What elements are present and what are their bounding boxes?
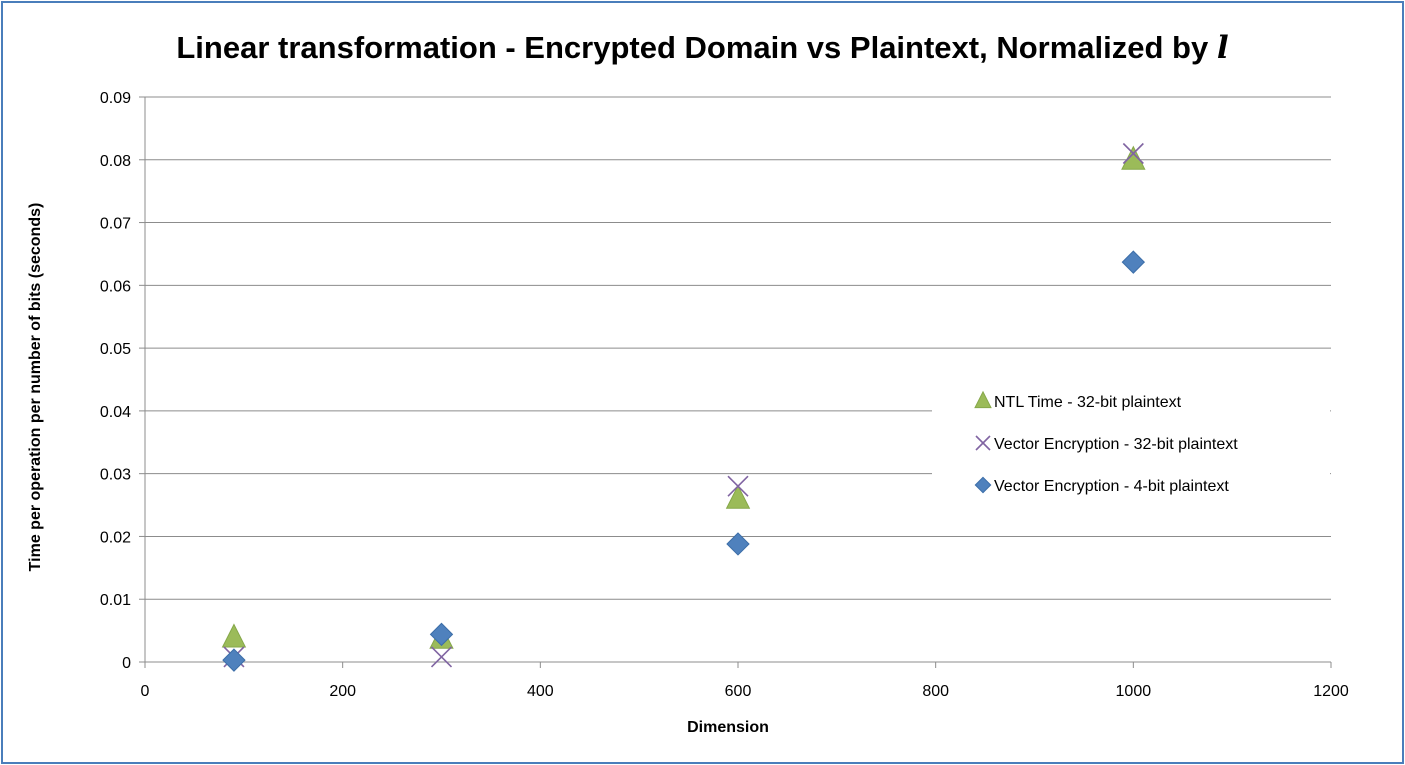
legend: NTL Time - 32-bit plaintext Vector Encryp… bbox=[932, 380, 1330, 506]
x-marker-stroke bbox=[975, 435, 991, 451]
x-tick-labels: 0 200 400 600 800 1000 1200 bbox=[141, 683, 1349, 700]
legend-marker-diamond bbox=[974, 476, 992, 494]
y-axis-title: Time per operation per number of bits (s… bbox=[27, 203, 44, 572]
x-tick-label: 400 bbox=[527, 683, 554, 700]
x-tick-label: 600 bbox=[725, 683, 752, 700]
chart-title: Linear transformation - Encrypted Domain… bbox=[0, 30, 1405, 66]
x-axis-title: Dimension bbox=[687, 719, 769, 736]
data-point-triangle bbox=[221, 623, 247, 648]
y-tick-label: 0.05 bbox=[100, 341, 131, 358]
legend-box bbox=[932, 380, 1330, 506]
y-tick-label: 0.09 bbox=[100, 90, 131, 107]
data-point-triangle bbox=[725, 484, 751, 509]
y-tick-labels: 0 0.01 0.02 0.03 0.04 0.05 0.06 0.07 0.08 0.09 bbox=[100, 90, 131, 672]
data-point-diamond bbox=[726, 532, 750, 556]
chart-title-text: Linear transformation - Encrypted Domain… bbox=[176, 30, 1209, 65]
data-point-triangle bbox=[1121, 145, 1146, 170]
title-symbol: l bbox=[1216, 30, 1229, 66]
y-tick-label: 0.06 bbox=[100, 278, 131, 295]
data-point-diamond bbox=[429, 622, 454, 647]
data-point-x bbox=[727, 475, 749, 497]
y-tick-label: 0.03 bbox=[100, 467, 131, 484]
x-tick-label: 1000 bbox=[1116, 683, 1152, 700]
legend-marker-x bbox=[975, 435, 991, 451]
data-points bbox=[221, 142, 1146, 672]
y-tick-label: 0.08 bbox=[100, 153, 131, 170]
x-tick-label: 800 bbox=[922, 683, 949, 700]
data-point-diamond bbox=[222, 648, 246, 672]
x-tick-label: 1200 bbox=[1313, 683, 1349, 700]
x-tick-label: 200 bbox=[329, 683, 356, 700]
data-point-x bbox=[430, 646, 453, 668]
y-tick-label: 0.01 bbox=[100, 592, 131, 609]
gridlines bbox=[145, 96, 1331, 600]
x-marker-stroke bbox=[1122, 142, 1144, 165]
legend-label: Vector Encryption - 4-bit plaintext bbox=[994, 478, 1229, 495]
x-marker-stroke bbox=[727, 475, 749, 497]
y-tick-label: 0.07 bbox=[100, 216, 131, 233]
x-tick-label: 0 bbox=[141, 683, 150, 700]
data-point-diamond bbox=[1121, 250, 1146, 274]
legend-label: Vector Encryption - 32-bit plaintext bbox=[994, 436, 1238, 453]
x-marker-stroke bbox=[430, 646, 453, 668]
axes bbox=[139, 96, 1332, 668]
legend-marker-triangle bbox=[974, 390, 992, 409]
y-tick-label: 0 bbox=[122, 655, 131, 672]
y-tick-label: 0.04 bbox=[100, 404, 131, 421]
legend-label: NTL Time - 32-bit plaintext bbox=[994, 394, 1182, 411]
data-point-x bbox=[1122, 142, 1144, 165]
y-tick-label: 0.02 bbox=[100, 529, 131, 546]
